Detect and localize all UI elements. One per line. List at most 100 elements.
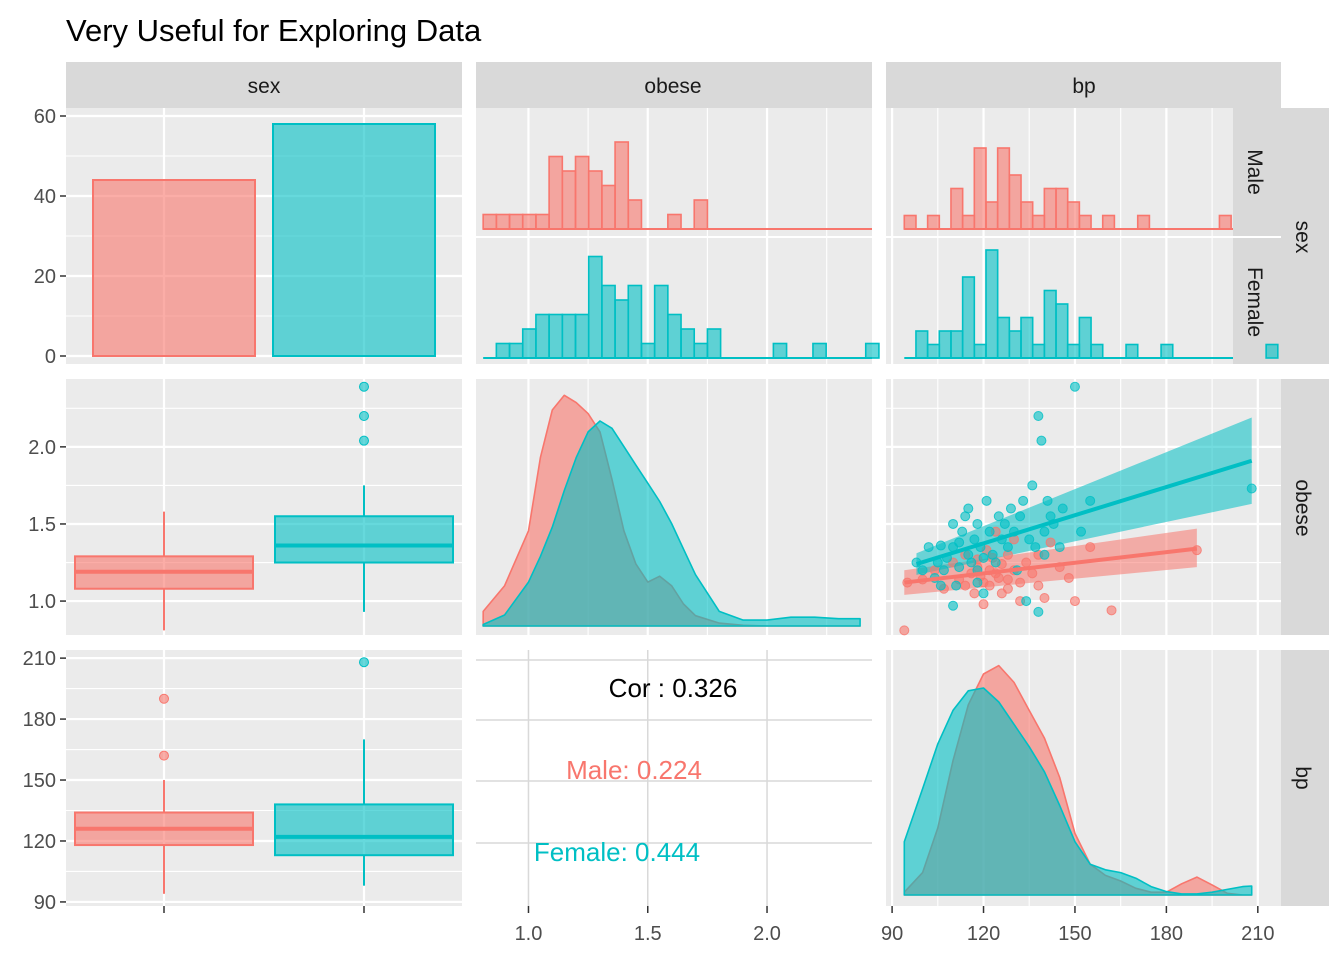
- hist-obese-male-bar: [614, 141, 630, 230]
- scatter-point-female: [978, 588, 989, 599]
- hist-bp-male-bar: [1218, 214, 1232, 230]
- scatter-point-female: [1027, 480, 1038, 491]
- hist-bp-female-bar: [1031, 343, 1046, 359]
- hist-obese-female-bar: [680, 328, 696, 359]
- hist-bp-male-bar: [950, 187, 964, 230]
- hist-bp-male-bar: [1031, 214, 1046, 230]
- scatter-point-female: [1076, 526, 1087, 537]
- hist-obese-male-bar: [508, 213, 524, 230]
- box-obese-female-box: [274, 515, 454, 564]
- scatter-point-male: [1027, 568, 1038, 579]
- hist-obese-female-bar: [653, 284, 669, 359]
- scatter-point-female: [923, 542, 934, 553]
- strip-label-male: Male: [1243, 149, 1266, 195]
- hist-bp-male-bar: [1066, 201, 1081, 230]
- hist-obese-female-bar: [495, 342, 511, 359]
- box-obese-female-outlier: [359, 411, 369, 422]
- hist-obese-male-bar: [521, 213, 537, 230]
- scatter-point-female: [935, 580, 946, 591]
- correlation-female: Female: 0.444: [534, 837, 700, 867]
- scatter-point-female: [1002, 542, 1013, 553]
- hist-obese-female-bar: [627, 284, 643, 359]
- strip-right-sex: [1281, 108, 1329, 364]
- strip-label-bp: bp: [1072, 75, 1095, 98]
- scatter-point-female: [1054, 542, 1065, 553]
- scatter-point-male: [1002, 574, 1013, 585]
- y-tick-obese-label: 1.5: [28, 514, 56, 536]
- scatter-point-male: [978, 599, 989, 610]
- regression-line-male: [904, 546, 1198, 585]
- hist-obese-female-bar: [640, 342, 656, 359]
- box-obese-female-outlier: [359, 381, 369, 392]
- y-tick-count-label: 40: [34, 186, 56, 208]
- x-tick-obese-label: 1.0: [515, 923, 543, 945]
- scatter-point-male: [1039, 592, 1050, 603]
- y-tick-bp-label: 210: [23, 648, 56, 670]
- correlation-overall: Cor : 0.326: [609, 673, 738, 703]
- scatter-point-female: [1018, 495, 1029, 506]
- hist-bp-male-bar: [961, 214, 976, 230]
- scatter-point-male: [1045, 537, 1056, 548]
- hist-bp-female-bar: [1020, 316, 1034, 359]
- x-tick-bp-label: 180: [1150, 923, 1183, 945]
- hist-obese-female-bar: [548, 313, 564, 359]
- scatter-point-female: [978, 552, 989, 563]
- y-tick-count-label: 0: [45, 346, 56, 368]
- hist-obese-male-bar: [587, 170, 603, 230]
- scatter-point-female: [954, 562, 965, 573]
- box-bp-female-box: [274, 803, 454, 857]
- scatter-point-female: [917, 565, 928, 576]
- plot-title: Very Useful for Exploring Data: [66, 13, 482, 48]
- density-obese-female: [482, 420, 861, 627]
- hist-bp-female-bar: [1066, 343, 1081, 359]
- hist-obese-male-bar: [693, 199, 709, 230]
- hist-obese-male-bar: [561, 170, 577, 230]
- data-marks: [74, 123, 1279, 896]
- scatter-point-female: [951, 580, 962, 591]
- hist-obese-male-bar: [574, 155, 590, 230]
- box-bp-male-outlier: [159, 693, 169, 704]
- y-tick-obese-label: 1.0: [28, 591, 56, 613]
- scatter-point-female: [1246, 483, 1257, 494]
- hist-bp-male-bar: [1136, 214, 1151, 230]
- strip-label-obese: obese: [644, 75, 701, 98]
- hist-obese-female-bar: [521, 328, 537, 359]
- scatter-point-female: [1024, 534, 1035, 545]
- scatter-point-female: [1069, 381, 1080, 392]
- scatter-point-male: [1015, 577, 1026, 588]
- scatter-point-female: [954, 537, 965, 548]
- x-tick-bp-label: 120: [967, 923, 1000, 945]
- scatter-point-female: [1036, 435, 1047, 446]
- scatter-point-female: [938, 565, 949, 576]
- panel-box-obese: [66, 379, 462, 635]
- axis-ticks: 0 20 40 60 1.0 1.5 2.0 90 120 150 180 210 1.0 1.5 2.0 9…: [23, 106, 1275, 945]
- strip-right-obese: [1281, 379, 1329, 635]
- scatter-point-female: [948, 518, 959, 529]
- box-bp-female-outlier: [359, 657, 369, 668]
- hist-obese-female-bar: [706, 328, 722, 359]
- scatter-point-female: [990, 557, 1001, 568]
- scatter-point-female: [981, 495, 992, 506]
- x-tick-bp-label: 150: [1058, 923, 1091, 945]
- scatter-point-female: [963, 503, 974, 514]
- hist-bp-male-bar: [996, 147, 1011, 230]
- hist-bp-male-bar: [1020, 201, 1034, 230]
- scatter-point-female: [1021, 596, 1032, 607]
- density-bp-female: [903, 687, 1253, 896]
- hist-bp-male-bar: [926, 214, 941, 230]
- y-tick-count-label: 20: [34, 266, 56, 288]
- scatter-point-female: [999, 518, 1010, 529]
- hist-obese-female-bar: [535, 313, 550, 359]
- hist-obese-female-bar: [772, 342, 788, 359]
- hist-obese-male-bar: [482, 213, 498, 230]
- hist-obese-female-bar: [561, 313, 577, 359]
- hist-obese-female-bar: [601, 284, 616, 359]
- scatter-point-female: [1015, 511, 1026, 522]
- scatter-point-male: [960, 580, 971, 591]
- hist-obese-female-bar: [587, 255, 603, 359]
- scatter-point-female: [1039, 549, 1050, 560]
- y-tick-bp-label: 120: [23, 831, 56, 853]
- hist-bp-female-bar: [996, 316, 1011, 359]
- regression-line-female: [915, 458, 1253, 566]
